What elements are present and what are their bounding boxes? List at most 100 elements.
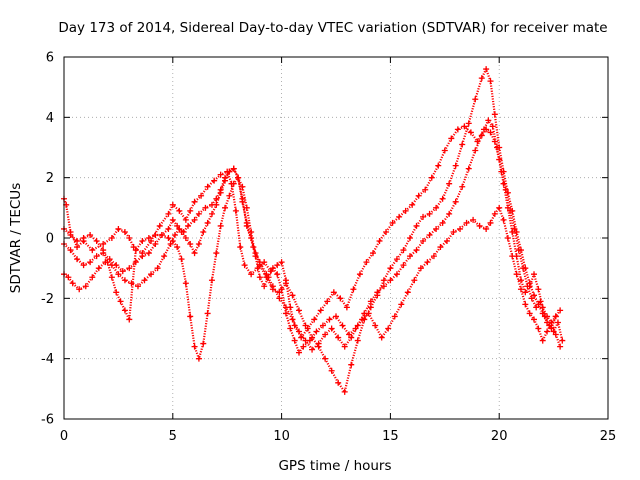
plus-marker <box>557 343 564 350</box>
y-tick-label: 4 <box>46 111 54 126</box>
plus-marker <box>139 253 146 260</box>
plus-marker <box>243 204 250 211</box>
chart-title: Day 173 of 2014, Sidereal Day-to-day VTE… <box>58 20 607 36</box>
plus-marker <box>208 277 215 284</box>
plus-marker <box>300 343 307 350</box>
plus-marker <box>411 277 418 284</box>
plus-marker <box>393 271 400 278</box>
plus-marker <box>100 241 107 248</box>
plus-marker <box>278 259 285 266</box>
series-markers-3 <box>61 66 559 395</box>
plus-marker <box>400 247 407 254</box>
plus-marker <box>380 277 387 284</box>
plus-marker <box>230 165 237 172</box>
plus-marker <box>522 265 529 272</box>
plus-marker <box>539 337 546 344</box>
plus-marker <box>148 238 155 245</box>
plus-marker <box>509 207 516 214</box>
plus-marker <box>504 189 511 196</box>
plus-marker <box>383 228 390 235</box>
y-axis-label: SDTVAR / TECUs <box>8 183 24 293</box>
plus-marker <box>402 207 409 214</box>
plus-marker <box>535 325 542 332</box>
plus-marker <box>202 204 209 211</box>
plus-marker <box>500 216 507 223</box>
plus-marker <box>208 210 215 217</box>
plus-marker <box>348 361 355 368</box>
plus-marker <box>446 210 453 217</box>
plus-marker <box>552 313 559 320</box>
plus-marker <box>459 183 466 190</box>
plus-marker <box>400 262 407 269</box>
plus-marker <box>121 277 128 284</box>
plus-marker <box>80 235 87 241</box>
series-line-2 <box>63 128 562 351</box>
plus-marker <box>217 171 224 178</box>
plus-marker <box>182 216 189 223</box>
x-tick-label: 25 <box>600 429 617 444</box>
plus-marker <box>178 228 185 235</box>
plus-marker <box>113 289 120 296</box>
plus-marker <box>513 228 520 235</box>
plus-marker <box>430 253 437 260</box>
plus-marker <box>439 195 446 202</box>
plus-marker <box>82 283 89 290</box>
plus-marker <box>387 277 394 284</box>
plus-marker <box>517 247 524 254</box>
plus-marker <box>217 222 224 229</box>
plus-marker <box>359 316 366 323</box>
plus-marker <box>369 250 376 257</box>
plus-marker <box>239 183 246 190</box>
series-markers-4 <box>61 174 564 362</box>
plus-marker <box>417 265 424 272</box>
plus-marker <box>74 244 81 251</box>
plus-marker <box>108 274 115 281</box>
plus-marker <box>328 367 335 374</box>
plus-marker <box>452 162 459 169</box>
plus-marker <box>148 271 155 278</box>
plus-marker <box>187 241 194 248</box>
plus-marker <box>169 238 176 245</box>
plus-marker <box>354 337 361 344</box>
plus-marker <box>406 235 413 241</box>
plus-marker <box>470 216 477 223</box>
plus-marker <box>191 198 198 205</box>
plus-marker <box>487 219 494 226</box>
plus-marker <box>461 123 468 130</box>
plus-marker <box>289 316 296 323</box>
plus-marker <box>341 343 348 350</box>
plus-marker <box>450 228 457 235</box>
plus-marker <box>350 286 357 293</box>
plus-marker <box>343 304 350 311</box>
plus-marker <box>93 253 100 260</box>
plus-marker <box>354 322 361 329</box>
series-line-4 <box>63 176 561 360</box>
plus-marker <box>115 225 122 232</box>
plus-marker <box>139 238 146 245</box>
plus-marker <box>517 286 524 293</box>
plus-marker <box>65 274 72 281</box>
plus-marker <box>169 201 176 208</box>
plus-marker <box>413 247 420 254</box>
plus-marker <box>121 307 128 314</box>
plus-marker <box>274 271 281 278</box>
plus-marker <box>198 192 205 199</box>
plus-marker <box>176 225 183 232</box>
plus-marker <box>485 117 492 124</box>
plus-marker <box>528 295 535 302</box>
plus-marker <box>115 271 122 278</box>
plus-marker <box>267 268 274 275</box>
plus-marker <box>169 216 176 223</box>
plus-marker <box>100 247 107 254</box>
plus-marker <box>237 244 244 251</box>
plus-marker <box>476 222 483 229</box>
plus-marker <box>487 129 494 136</box>
plus-marker <box>89 274 96 281</box>
plus-marker <box>522 301 529 308</box>
plus-marker <box>211 177 218 184</box>
plus-marker <box>239 198 246 205</box>
plus-marker <box>472 147 479 154</box>
plus-marker <box>463 219 470 226</box>
plus-marker <box>372 322 379 329</box>
plus-marker <box>531 271 538 278</box>
